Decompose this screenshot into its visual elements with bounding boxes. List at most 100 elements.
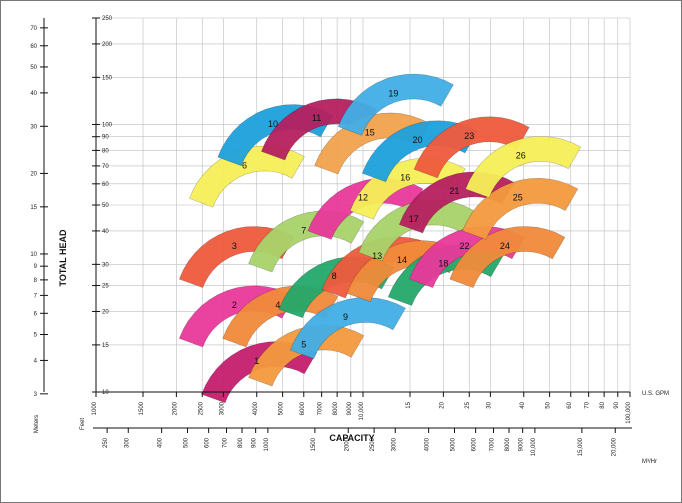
y-feet-tick-label: 20 <box>102 309 109 315</box>
zone-label-18: 18 <box>438 259 448 269</box>
x-gpm-tick-label: 10,000 <box>359 401 365 420</box>
y-meter-tick-label: 8 <box>34 278 38 284</box>
axes: 1015202530405060708090100150200250345678… <box>30 16 632 456</box>
x-m3h-tick-label: 800 <box>238 437 244 448</box>
y-feet-tick-label: 40 <box>102 229 109 235</box>
x-axis-label: CAPACITY <box>329 433 374 443</box>
x-m3h-tick-label: 1500 <box>311 437 317 451</box>
zone-label-5: 5 <box>301 339 306 349</box>
x-gpm-tick-label: 60 <box>567 401 573 408</box>
y-meter-tick-label: 10 <box>30 252 37 258</box>
zone-label-13: 13 <box>372 251 382 261</box>
zone-26 <box>465 136 582 198</box>
y-meter-tick-label: 5 <box>34 332 38 338</box>
x-gpm-tick-label: 7000 <box>318 401 324 415</box>
zone-9 <box>289 297 406 359</box>
x-gpm-tick-label: 50 <box>546 401 552 408</box>
zone-label-3: 3 <box>232 241 237 251</box>
zone-19 <box>337 73 454 136</box>
y-feet-tick-label: 100 <box>102 122 113 128</box>
x-m3h-tick-label: 500 <box>184 437 190 448</box>
y-meter-tick-label: 50 <box>30 65 37 71</box>
zone-label-23: 23 <box>464 131 474 141</box>
zone-label-17: 17 <box>409 214 419 224</box>
x-m3h-tick-label: 4000 <box>425 437 431 451</box>
y-feet-tick-label: 80 <box>102 148 109 154</box>
y-feet-tick-label: 25 <box>102 284 109 290</box>
y-meters-label: Meters <box>34 415 40 433</box>
x-gpm-tick-label: 1500 <box>139 401 145 415</box>
x-gpm-tick-label: 6000 <box>300 401 306 415</box>
y-meter-tick-label: 40 <box>30 91 37 97</box>
y-meter-tick-label: 3 <box>34 392 38 398</box>
x-m3h-label: M³/Hr <box>642 459 657 465</box>
zone-label-21: 21 <box>449 186 459 196</box>
y-meter-tick-label: 60 <box>30 44 37 50</box>
x-m3h-tick-label: 15,000 <box>578 437 584 456</box>
x-gpm-tick-label: 8000 <box>333 401 339 415</box>
x-gpm-tick-label: 25 <box>465 401 471 408</box>
zone-label-19: 19 <box>388 88 398 98</box>
y-feet-tick-label: 60 <box>102 182 109 188</box>
x-gpm-tick-label: 9000 <box>347 401 353 415</box>
y-meter-tick-label: 7 <box>34 293 38 299</box>
y-meter-tick-label: 4 <box>34 358 38 364</box>
zone-label-12: 12 <box>358 193 368 203</box>
x-gpm-label: U.S. GPM <box>642 391 669 397</box>
x-gpm-tick-label: 2000 <box>172 401 178 415</box>
x-gpm-tick-label: 1000 <box>92 401 98 415</box>
x-m3h-tick-label: 400 <box>158 437 164 448</box>
y-feet-label: Feet <box>80 418 86 430</box>
zone-label-24: 24 <box>500 241 510 251</box>
x-m3h-tick-label: 600 <box>205 437 211 448</box>
x-m3h-tick-label: 1000 <box>264 437 270 451</box>
x-gpm-tick-label: 70 <box>585 401 591 408</box>
zone-label-11: 11 <box>312 113 321 123</box>
x-gpm-tick-label: 90 <box>614 401 620 408</box>
x-gpm-tick-label: 80 <box>600 401 606 408</box>
zone-label-15: 15 <box>365 127 375 137</box>
y-meter-tick-label: 20 <box>30 171 37 177</box>
x-m3h-tick-label: 300 <box>124 437 130 448</box>
y-axis-label: TOTAL HEAD <box>58 229 68 287</box>
zone-label-6: 6 <box>242 160 247 170</box>
zone-label-25: 25 <box>513 193 523 203</box>
x-gpm-tick-label: 40 <box>520 401 526 408</box>
y-feet-tick-label: 10 <box>102 390 109 396</box>
zone-label-22: 22 <box>460 241 470 251</box>
x-m3h-tick-label: 2000 <box>344 437 350 451</box>
zone-label-1: 1 <box>254 356 259 366</box>
zone-label-10: 10 <box>268 119 278 129</box>
x-m3h-tick-label: 900 <box>252 437 258 448</box>
zone-label-7: 7 <box>301 225 306 235</box>
zone-label-16: 16 <box>400 173 410 183</box>
zone-label-2: 2 <box>232 300 237 310</box>
zone-24 <box>449 226 566 288</box>
y-feet-tick-label: 30 <box>102 262 109 268</box>
y-meter-tick-label: 9 <box>34 264 38 270</box>
x-m3h-tick-label: 8000 <box>505 437 511 451</box>
y-feet-tick-label: 150 <box>102 75 113 81</box>
x-m3h-tick-label: 5000 <box>451 437 457 451</box>
y-feet-tick-label: 70 <box>102 164 109 170</box>
x-gpm-tick-label: 3000 <box>219 401 225 415</box>
y-meter-tick-label: 15 <box>30 205 37 211</box>
zone-label-4: 4 <box>275 300 280 310</box>
zone-label-9: 9 <box>343 312 348 322</box>
y-feet-tick-label: 90 <box>102 135 109 141</box>
y-feet-tick-label: 200 <box>102 42 113 48</box>
y-meter-tick-label: 30 <box>30 124 37 130</box>
zone-label-26: 26 <box>516 151 526 161</box>
zone-label-20: 20 <box>412 135 422 145</box>
x-m3h-tick-label: 10,000 <box>531 437 537 456</box>
zone-5 <box>248 324 365 387</box>
x-m3h-tick-label: 7000 <box>490 437 496 451</box>
zone-6 <box>188 145 305 208</box>
x-gpm-tick-label: 100,000 <box>626 401 632 423</box>
zone-25 <box>462 177 579 240</box>
y-feet-tick-label: 15 <box>102 343 109 349</box>
zone-label-8: 8 <box>332 271 337 281</box>
x-gpm-tick-label: 30 <box>486 401 492 408</box>
